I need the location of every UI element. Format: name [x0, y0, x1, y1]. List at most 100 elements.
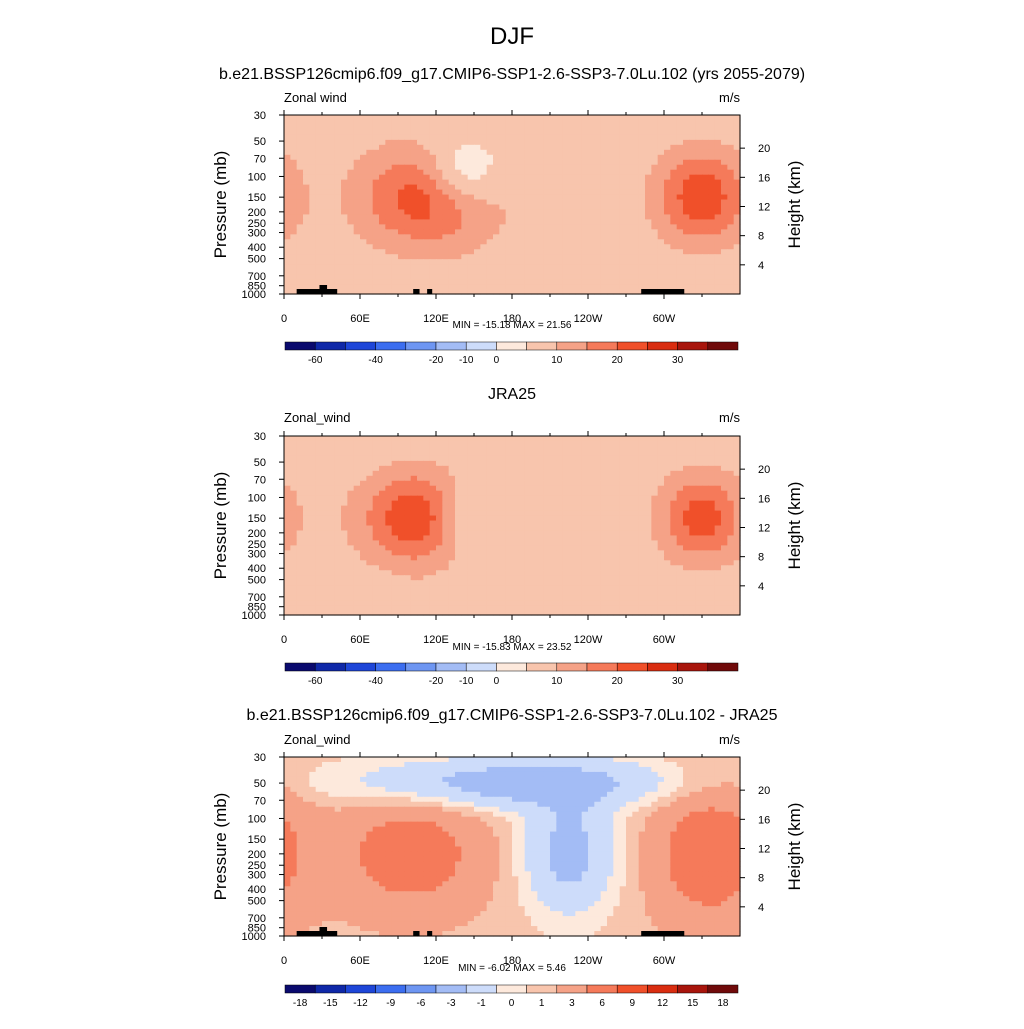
- field-cell: [360, 456, 367, 462]
- field-cell: [563, 175, 570, 181]
- field-cell: [366, 170, 373, 176]
- field-cell: [518, 279, 525, 285]
- field-cell: [442, 135, 449, 141]
- field-cell: [322, 491, 329, 497]
- field-cell: [594, 570, 601, 576]
- field-cell: [354, 259, 361, 265]
- field-cell: [683, 269, 690, 275]
- field-cell: [468, 451, 475, 457]
- field-cell: [715, 155, 722, 161]
- field-cell: [354, 125, 361, 131]
- field-cell: [449, 155, 456, 161]
- field-cell: [487, 471, 494, 477]
- field-cell: [309, 229, 316, 235]
- field-cell: [480, 180, 487, 186]
- field-cell: [607, 526, 614, 532]
- field-cell: [328, 244, 335, 250]
- field-cell: [683, 229, 690, 235]
- field-cell: [480, 259, 487, 265]
- field-cell: [613, 205, 620, 211]
- field-cell: [620, 135, 627, 141]
- field-cell: [480, 580, 487, 586]
- field-cell: [632, 506, 639, 512]
- field-cell: [328, 145, 335, 151]
- field-cell: [335, 259, 342, 265]
- field-cell: [639, 190, 646, 196]
- field-cell: [436, 540, 443, 546]
- field-cell: [651, 180, 658, 186]
- field-cell: [518, 140, 525, 146]
- field-cell: [594, 540, 601, 546]
- field-cell: [620, 234, 627, 240]
- field-cell: [613, 555, 620, 561]
- field-cell: [715, 486, 722, 492]
- field-cell: [651, 516, 658, 522]
- field-cell: [544, 155, 551, 161]
- field-cell: [531, 185, 538, 191]
- field-cell: [335, 185, 342, 191]
- field-cell: [708, 585, 715, 591]
- field-cell: [322, 535, 329, 541]
- field-cell: [347, 284, 354, 290]
- field-cell: [620, 190, 627, 196]
- field-cell: [417, 506, 424, 512]
- field-cell: [696, 160, 703, 166]
- field-cell: [322, 461, 329, 467]
- field-cell: [664, 496, 671, 502]
- field-cell: [607, 214, 614, 220]
- field-cell: [417, 481, 424, 487]
- field-cell: [715, 446, 722, 452]
- field-cell: [499, 170, 506, 176]
- field-cell: [550, 175, 557, 181]
- field-cell: [506, 461, 513, 467]
- field-cell: [518, 269, 525, 275]
- field-cell: [651, 269, 658, 275]
- field-cell: [499, 496, 506, 502]
- field-cell: [322, 219, 329, 225]
- field-cell: [708, 259, 715, 265]
- field-cell: [525, 200, 532, 206]
- field-cell: [316, 165, 323, 171]
- field-cell: [696, 585, 703, 591]
- field-cell: [366, 160, 373, 166]
- field-cell: [664, 244, 671, 250]
- field-cell: [702, 274, 709, 280]
- field-cell: [639, 239, 646, 245]
- field-cell: [594, 115, 601, 121]
- field-cell: [620, 214, 627, 220]
- field-cell: [417, 190, 424, 196]
- field-cell: [632, 486, 639, 492]
- field-cell: [512, 506, 519, 512]
- field-cell: [651, 446, 658, 452]
- field-cell: [341, 565, 348, 571]
- field-cell: [575, 244, 582, 250]
- field-cell: [297, 560, 304, 566]
- field-cell: [544, 436, 551, 442]
- field-cell: [531, 264, 538, 270]
- field-cell: [480, 155, 487, 161]
- field-cell: [385, 249, 392, 255]
- field-cell: [588, 269, 595, 275]
- field-cell: [468, 120, 475, 126]
- field-cell: [525, 205, 532, 211]
- field-cell: [341, 120, 348, 126]
- field-cell: [556, 150, 563, 156]
- field-cell: [708, 269, 715, 275]
- field-cell: [404, 456, 411, 462]
- field-cell: [347, 575, 354, 581]
- field-cell: [512, 284, 519, 290]
- field-cell: [626, 486, 633, 492]
- field-cell: [512, 560, 519, 566]
- field-cell: [436, 140, 443, 146]
- field-cell: [430, 461, 437, 467]
- field-cell: [696, 254, 703, 260]
- field-cell: [341, 570, 348, 576]
- field-cell: [398, 476, 405, 482]
- field-cell: [493, 115, 500, 121]
- field-cell: [702, 229, 709, 235]
- field-cell: [423, 145, 430, 151]
- field-cell: [670, 545, 677, 551]
- field-cell: [499, 175, 506, 181]
- field-cell: [582, 540, 589, 546]
- field-cell: [512, 456, 519, 462]
